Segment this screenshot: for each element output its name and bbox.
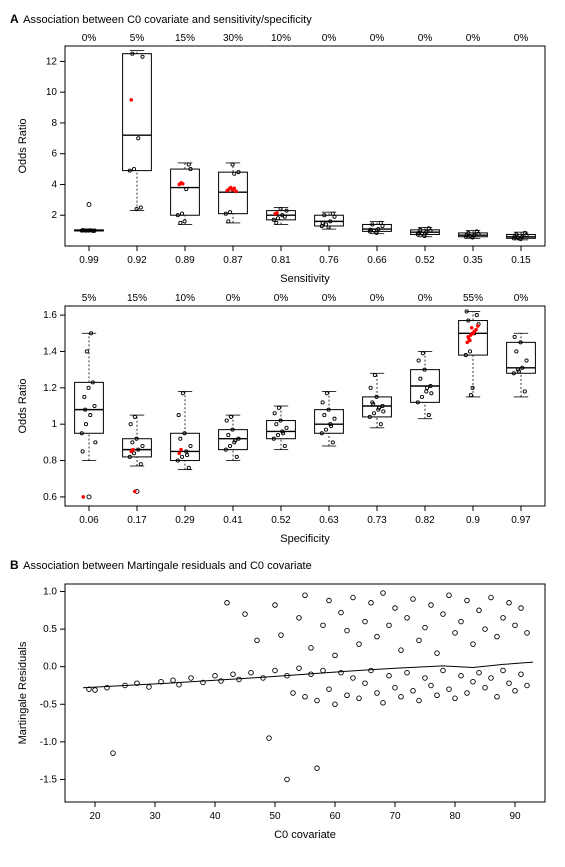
- svg-text:0.99: 0.99: [79, 255, 99, 266]
- svg-text:0%: 0%: [514, 33, 529, 44]
- svg-text:10%: 10%: [175, 293, 195, 304]
- svg-text:5%: 5%: [82, 293, 97, 304]
- svg-text:1.2: 1.2: [43, 383, 57, 394]
- svg-text:12: 12: [46, 56, 58, 67]
- svg-text:-1.0: -1.0: [40, 737, 58, 748]
- svg-text:Odds Ratio: Odds Ratio: [17, 378, 29, 433]
- svg-text:0%: 0%: [370, 33, 385, 44]
- svg-text:C0 covariate: C0 covariate: [274, 829, 336, 841]
- svg-text:15%: 15%: [127, 293, 147, 304]
- svg-text:1: 1: [51, 419, 57, 430]
- svg-text:-1.5: -1.5: [40, 774, 58, 785]
- svg-text:0%: 0%: [322, 293, 337, 304]
- svg-text:60: 60: [329, 811, 341, 822]
- svg-text:0%: 0%: [370, 293, 385, 304]
- svg-text:0.8: 0.8: [43, 456, 57, 467]
- chart-specificity: 0.6 0.8 1 1.2 1.4 1.6 Odds Ratio 0.06 5% 0.17 15% 0…: [10, 288, 555, 548]
- svg-text:0.81: 0.81: [271, 255, 291, 266]
- svg-text:1.6: 1.6: [43, 310, 57, 321]
- svg-text:0.63: 0.63: [319, 515, 339, 526]
- svg-text:0.76: 0.76: [319, 255, 339, 266]
- svg-text:0.41: 0.41: [223, 515, 243, 526]
- svg-text:0%: 0%: [274, 293, 289, 304]
- panel-b-label: B: [10, 558, 19, 572]
- svg-text:0.92: 0.92: [127, 255, 147, 266]
- svg-text:40: 40: [209, 811, 221, 822]
- svg-text:0.52: 0.52: [415, 255, 435, 266]
- svg-text:10: 10: [46, 87, 58, 98]
- svg-text:0.9: 0.9: [466, 515, 480, 526]
- chart-residuals: -1.5 -1.0 -0.5 0.0 0.5 1.0 Martingale Residual…: [10, 574, 555, 844]
- svg-text:10%: 10%: [271, 33, 291, 44]
- svg-text:0%: 0%: [514, 293, 529, 304]
- svg-text:0.5: 0.5: [43, 624, 57, 635]
- panel-b: B Association between Martingale residua…: [10, 556, 555, 844]
- svg-text:0.87: 0.87: [223, 255, 243, 266]
- svg-text:30: 30: [149, 811, 161, 822]
- svg-text:0.73: 0.73: [367, 515, 387, 526]
- svg-text:0.15: 0.15: [511, 255, 531, 266]
- svg-text:90: 90: [509, 811, 521, 822]
- svg-text:0.29: 0.29: [175, 515, 195, 526]
- svg-text:0.52: 0.52: [271, 515, 291, 526]
- svg-text:-0.5: -0.5: [40, 699, 58, 710]
- svg-text:15%: 15%: [175, 33, 195, 44]
- svg-text:0%: 0%: [82, 33, 97, 44]
- svg-text:8: 8: [51, 118, 57, 129]
- svg-text:0.66: 0.66: [367, 255, 387, 266]
- svg-text:70: 70: [389, 811, 401, 822]
- panel-b-subtitle: Association between Martingale residuals…: [23, 560, 312, 572]
- svg-text:55%: 55%: [463, 293, 483, 304]
- svg-text:0.97: 0.97: [511, 515, 531, 526]
- svg-text:1.4: 1.4: [43, 346, 57, 357]
- svg-text:5%: 5%: [130, 33, 145, 44]
- svg-text:0.6: 0.6: [43, 492, 57, 503]
- panel-a-subtitle: Association between C0 covariate and sen…: [23, 14, 312, 26]
- svg-text:0.89: 0.89: [175, 255, 195, 266]
- svg-text:Sensitivity: Sensitivity: [280, 273, 330, 285]
- panel-a-label: A: [10, 12, 19, 26]
- svg-text:80: 80: [449, 811, 461, 822]
- svg-text:0.82: 0.82: [415, 515, 435, 526]
- svg-text:0%: 0%: [466, 33, 481, 44]
- svg-text:Specificity: Specificity: [280, 533, 330, 545]
- svg-text:20: 20: [89, 811, 101, 822]
- svg-text:0.17: 0.17: [127, 515, 147, 526]
- svg-text:2: 2: [51, 210, 57, 221]
- chart-sensitivity: 2 4 6 8 10 12 Odds Ratio 0.99 0% 0.92 5% 0.89 15% 0.8…: [10, 28, 555, 288]
- svg-text:1.0: 1.0: [43, 587, 57, 598]
- svg-text:0.0: 0.0: [43, 662, 57, 673]
- svg-text:0%: 0%: [226, 293, 241, 304]
- svg-text:Odds Ratio: Odds Ratio: [17, 118, 29, 173]
- svg-text:0.06: 0.06: [79, 515, 99, 526]
- svg-text:30%: 30%: [223, 33, 243, 44]
- svg-text:6: 6: [51, 149, 57, 160]
- svg-text:0%: 0%: [322, 33, 337, 44]
- panel-a: A Association between C0 covariate and s…: [10, 10, 555, 548]
- svg-text:50: 50: [269, 811, 281, 822]
- svg-text:0%: 0%: [418, 293, 433, 304]
- svg-text:4: 4: [51, 179, 57, 190]
- svg-text:0%: 0%: [418, 33, 433, 44]
- svg-text:Martingale Residuals: Martingale Residuals: [17, 641, 29, 744]
- svg-text:0.35: 0.35: [463, 255, 483, 266]
